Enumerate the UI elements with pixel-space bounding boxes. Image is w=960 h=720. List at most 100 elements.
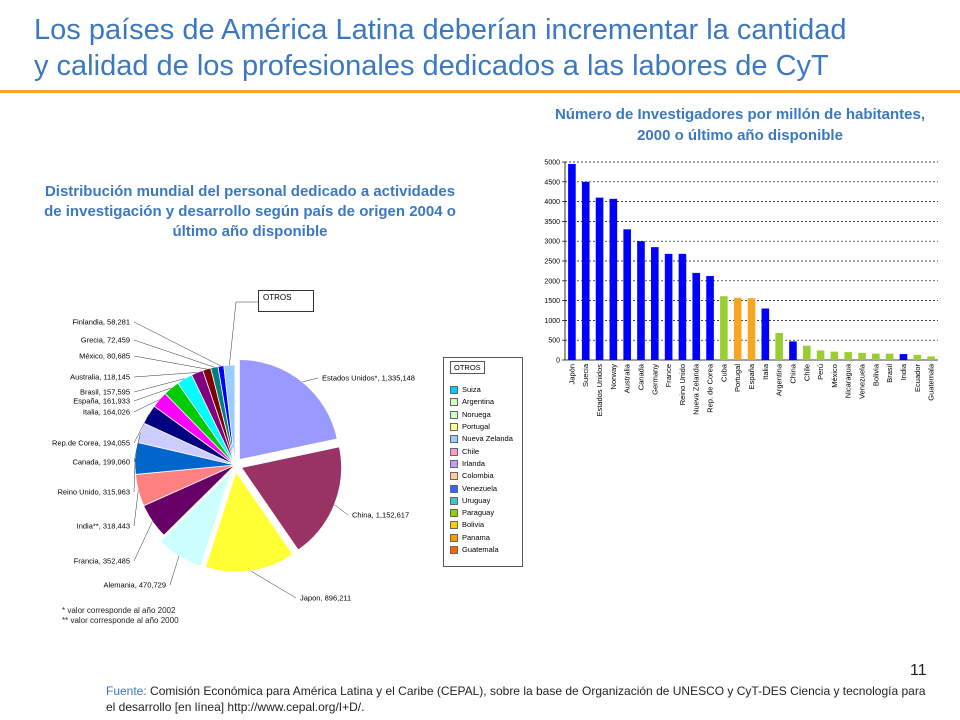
source-text: Comisión Económica para América Latina y… [106, 684, 926, 714]
headline-line-2: y calidad de los profesionales dedicados… [34, 50, 829, 82]
legend-label: Paraguay [462, 508, 495, 518]
y-tick-label: 5000 [544, 160, 560, 167]
bar [623, 229, 631, 360]
bar [637, 241, 645, 360]
bar [706, 276, 714, 360]
pie-slice-label: India**, 318,443 [77, 522, 130, 531]
legend-swatch [450, 546, 458, 554]
legend-item: Suiza [450, 384, 513, 396]
bar [816, 350, 825, 360]
bar [595, 197, 604, 360]
legend-swatch [450, 533, 458, 542]
y-tick-label: 1500 [544, 298, 560, 305]
y-tick-label: 2500 [544, 259, 560, 266]
x-tick-label: Reino Unido [678, 364, 687, 405]
pie-leader-line [250, 570, 297, 599]
legend-swatch [450, 410, 458, 419]
pie-slice-label: Reino Unido, 315,963 [57, 488, 130, 497]
headline-rule [0, 90, 960, 93]
legend-swatch [450, 496, 458, 505]
y-tick-label: 2000 [544, 278, 560, 285]
bar [775, 333, 783, 360]
pie-slice [239, 359, 338, 461]
x-tick-label: Suecia [581, 363, 590, 387]
legend-label: Chile [462, 446, 480, 456]
x-tick-label: Australia [623, 363, 632, 393]
legend-swatch [450, 484, 458, 493]
legend-label: Noruega [462, 409, 491, 419]
pie-leader-line [133, 355, 207, 370]
pie-slice-label: Japon, 896,211 [300, 594, 351, 603]
legend-item: Guatemala [450, 544, 513, 556]
pie-slice-label: Australia, 118,145 [70, 373, 130, 382]
legend-item: Chile [450, 445, 513, 457]
x-tick-label: Nicaragua [844, 363, 853, 398]
pie-slice-label: Italia, 164,026 [83, 408, 130, 417]
bar [899, 354, 908, 360]
pie-slice-label: Francia, 352,485 [74, 557, 130, 566]
x-tick-label: China [788, 363, 797, 383]
legend-label: Guatemala [462, 545, 499, 554]
legend-item: Venezuela [450, 482, 513, 494]
legend-label: Bolivia [462, 520, 485, 530]
legend-item: Bolivia [450, 519, 513, 531]
legend-label: Portugal [462, 422, 490, 432]
legend-swatch [450, 521, 458, 530]
bar [789, 341, 797, 360]
x-tick-label: México [830, 364, 839, 388]
y-tick-label: 4000 [544, 199, 560, 206]
pie-leader-line [169, 556, 180, 586]
bar [650, 247, 659, 360]
otros-leader-line [229, 301, 258, 366]
legend-item: Argentina [450, 396, 513, 408]
pie-leader-line [133, 387, 172, 402]
bar [568, 163, 576, 360]
legend-label: Suiza [462, 385, 481, 395]
y-tick-label: 4500 [544, 179, 560, 186]
pie-slice-label: Brasil, 157,595 [80, 388, 130, 397]
legend-label: Nueva Zelanda [462, 434, 513, 444]
pie-slice-label: Canada, 199,060 [72, 458, 130, 467]
bar [761, 308, 770, 360]
pie-leader-line [133, 490, 139, 527]
source-label: Fuente: [106, 684, 147, 698]
legend-label: Panama [462, 532, 490, 542]
bar [692, 272, 701, 360]
headline-line-1: Los países de América Latina deberían in… [34, 14, 847, 46]
legend-item: Paraguay [450, 507, 513, 519]
otros-legend-list: Suiza Argentina Noruega Portugal Nueva Zelan… [450, 384, 513, 556]
y-tick-label: 0 [556, 358, 560, 365]
pie-slice-label: Rep.de Corea, 194,055 [52, 439, 130, 448]
bar [830, 351, 839, 360]
legend-item: Panama [450, 532, 513, 544]
pie-slice-label: Estados Unidos*, 1,335,148 [322, 374, 415, 383]
x-tick-label: Brasil [885, 364, 894, 383]
legend-swatch [450, 459, 458, 468]
x-tick-label: Norway [609, 364, 618, 390]
legend-swatch [450, 509, 458, 518]
pie-slice [240, 446, 342, 551]
pie-slice-label: México, 80,685 [79, 352, 130, 361]
x-tick-label: Argentina [775, 363, 784, 396]
x-tick-label: Ecuador [913, 364, 922, 392]
otros-legend-title: OTROS [450, 361, 485, 374]
x-tick-label: España [747, 363, 756, 389]
bar [664, 253, 673, 360]
legend-label: Uruguay [462, 495, 491, 505]
legend-label: Venezuela [462, 483, 498, 493]
pie-leader-line [133, 378, 185, 393]
pie-leader-line [302, 377, 319, 383]
x-tick-label: Nueva Zelanda [692, 363, 701, 415]
bar [733, 297, 742, 360]
legend-label: Irlanda [462, 458, 485, 468]
slide-headline: Los países de América Latina deberían in… [34, 12, 944, 84]
legend-swatch [450, 472, 458, 481]
bar [872, 353, 880, 360]
bar [609, 198, 618, 360]
x-tick-label: France [664, 364, 673, 387]
x-tick-label: Bolivia [871, 363, 880, 386]
pie-slice-label: España, 161,933 [73, 397, 130, 406]
pie-slice-label: China, 1,152,617 [352, 511, 409, 520]
bar-chart-title: Número de Investigadores por millón de h… [554, 106, 926, 144]
y-tick-label: 1000 [544, 318, 560, 325]
